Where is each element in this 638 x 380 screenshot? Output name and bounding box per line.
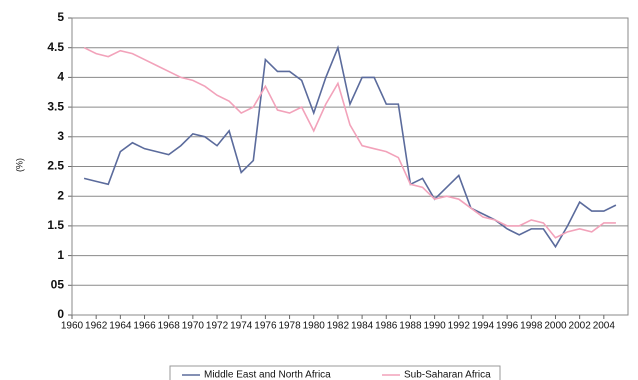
x-tick-label: 1986 [375, 321, 398, 332]
x-tick-label: 1980 [303, 321, 326, 332]
y-tick-label: 2 [57, 188, 64, 202]
x-tick-label: 2004 [593, 321, 616, 332]
y-tick-label: 4.5 [47, 40, 64, 54]
y-tick-label: 5 [57, 10, 64, 24]
x-tick-label: 1994 [472, 321, 495, 332]
x-tick-label: 1974 [230, 321, 253, 332]
x-tick-label: 2002 [569, 321, 592, 332]
plot-area [71, 17, 629, 316]
x-tick-label: 1970 [182, 321, 205, 332]
y-tick-label: 3 [57, 129, 64, 143]
x-tick-label: 1996 [496, 321, 519, 332]
x-tick-label: 1982 [327, 321, 350, 332]
y-tick-label: 05 [51, 277, 65, 291]
x-tick-label: 2000 [544, 321, 567, 332]
x-tick-label: 1992 [448, 321, 471, 332]
x-tick-label: 1968 [158, 321, 181, 332]
legend-label: Sub-Saharan Africa [404, 370, 491, 380]
y-axis-label: (%) [14, 158, 24, 172]
x-tick-label: 1988 [399, 321, 422, 332]
x-tick-label: 1966 [133, 321, 156, 332]
legend [169, 365, 501, 380]
legend-label: Middle East and North Africa [204, 370, 331, 380]
series-line [83, 44, 617, 249]
y-tick-label: 3.5 [47, 99, 64, 113]
y-tick-label: 2.5 [47, 159, 64, 173]
y-tick-label: 1.5 [47, 218, 64, 232]
y-tick-label: 0 [57, 307, 64, 321]
x-tick-label: 1972 [206, 321, 229, 332]
y-tick-label: 4 [57, 70, 64, 84]
x-tick-label: 1976 [254, 321, 277, 332]
x-tick-label: 1990 [423, 321, 446, 332]
x-tick-label: 1960 [61, 321, 84, 332]
x-tick-label: 1962 [85, 321, 108, 332]
x-tick-label: 1978 [278, 321, 301, 332]
y-tick-label: 1 [57, 248, 64, 262]
x-tick-label: 1984 [351, 321, 374, 332]
series-line [83, 46, 616, 239]
x-tick-label: 1964 [109, 321, 132, 332]
x-tick-label: 1998 [520, 321, 543, 332]
